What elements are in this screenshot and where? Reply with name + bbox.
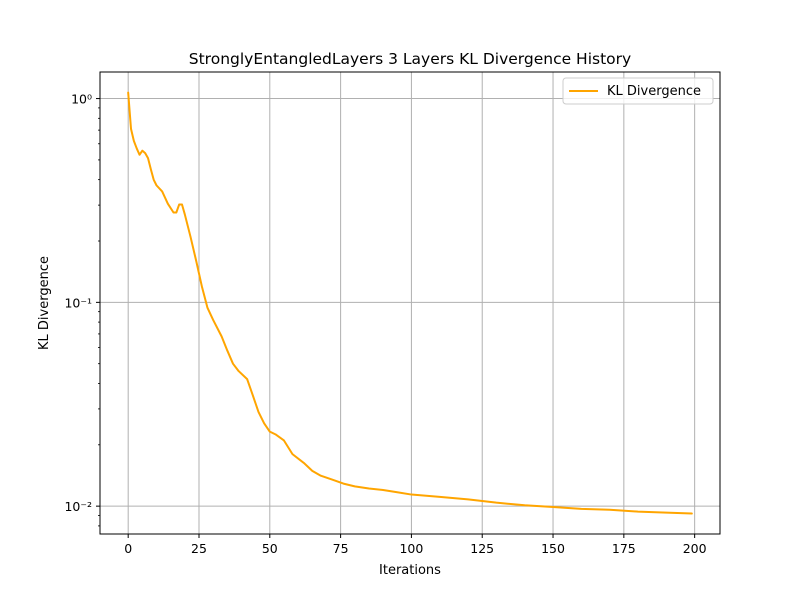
legend-box xyxy=(562,77,714,105)
x-tick-label: 125 xyxy=(470,541,494,556)
y-tick-label: 10⁰ xyxy=(71,92,92,107)
x-tick-label: 75 xyxy=(333,541,349,556)
y-tick-label: 10⁻¹ xyxy=(64,295,92,310)
y-axis-label: KL Divergence xyxy=(37,256,52,350)
x-tick-label: 100 xyxy=(399,541,423,556)
x-axis-label: Iterations xyxy=(379,563,441,578)
grid xyxy=(100,72,720,534)
axes-frame xyxy=(99,71,721,535)
x-tick-label: 50 xyxy=(262,541,278,556)
legend-label: KL Divergence xyxy=(607,84,701,99)
x-tick-label: 175 xyxy=(612,541,636,556)
series-layer xyxy=(127,91,693,515)
plot-area: 0 25 50 75 100 125 150 175 200 10⁻² 10⁻¹ 10⁰ xyxy=(64,71,721,556)
x-axis: 0 25 50 75 100 125 150 175 200 xyxy=(124,534,707,556)
y-axis: 10⁻² 10⁻¹ 10⁰ xyxy=(64,92,100,527)
x-tick-label: 150 xyxy=(541,541,565,556)
chart-title: StronglyEntangledLayers 3 Layers KL Dive… xyxy=(189,50,631,68)
x-tick-label: 200 xyxy=(683,541,707,556)
y-tick-label: 10⁻² xyxy=(64,499,92,514)
series-line-kl-divergence xyxy=(127,91,693,515)
x-tick-label: 0 xyxy=(124,541,132,556)
legend: KL Divergence xyxy=(562,77,714,105)
x-tick-label: 25 xyxy=(191,541,207,556)
